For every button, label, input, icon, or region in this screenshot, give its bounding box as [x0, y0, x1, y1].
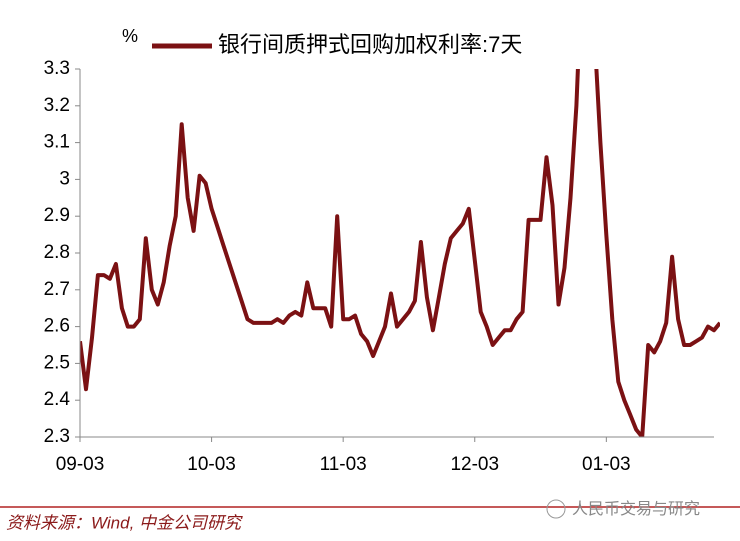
- y-tick-label: 2.8: [44, 242, 70, 263]
- x-tick-label: 11-03: [320, 454, 367, 475]
- y-tick-label: 3.3: [44, 58, 70, 79]
- data-line: [80, 69, 720, 437]
- y-tick-label: 2.7: [44, 279, 70, 300]
- legend-label: 银行间质押式回购加权利率:7天: [218, 32, 522, 57]
- plot-area: [80, 69, 720, 437]
- watermark: 人民币交易与研究: [572, 500, 700, 518]
- y-tick-label: 2.6: [44, 316, 70, 337]
- x-tick-label: 01-03: [582, 454, 631, 475]
- x-tick-label: 09-03: [56, 454, 105, 475]
- y-tick-label: 2.3: [44, 426, 70, 447]
- x-tick-label: 10-03: [187, 454, 236, 475]
- y-tick-label: 3: [59, 168, 70, 189]
- x-tick-label: 12-03: [450, 454, 499, 475]
- y-tick-label: 3.2: [44, 95, 70, 116]
- y-unit: %: [122, 26, 138, 46]
- y-tick-label: 2.5: [44, 352, 70, 373]
- source-note: 资料来源：Wind, 中金公司研究: [6, 513, 243, 532]
- watermark-icon: [546, 499, 566, 519]
- y-tick-label: 2.9: [44, 205, 70, 226]
- y-tick-label: 3.1: [44, 132, 70, 153]
- y-tick-label: 2.4: [44, 389, 71, 410]
